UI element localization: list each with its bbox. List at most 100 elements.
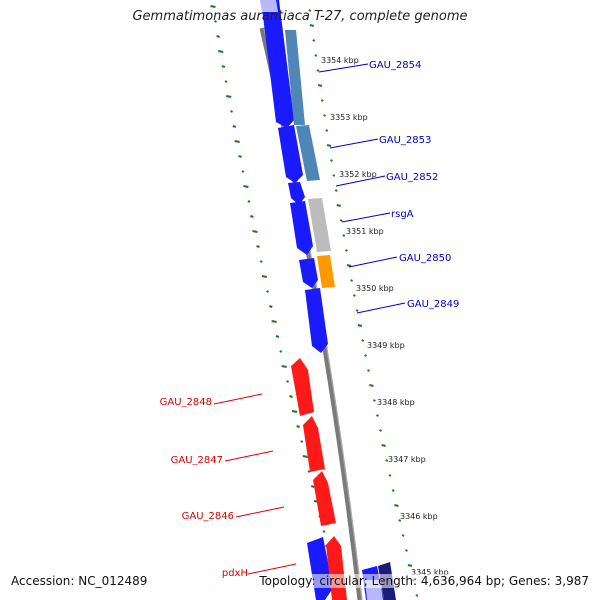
gc-dot-left: [232, 125, 237, 128]
scale-label: 3352 kbp: [339, 170, 377, 179]
gc-dot-left: [247, 200, 251, 203]
gc-dot-right: [372, 399, 376, 402]
gene-label-leader: [247, 563, 297, 575]
scale-label: 3351 kbp: [346, 227, 384, 236]
gc-dot-left: [307, 470, 311, 473]
scale-label: 3349 kbp: [367, 341, 405, 350]
gc-dot-right: [336, 204, 341, 207]
gc-dot-right: [394, 504, 399, 507]
gc-dot-right: [323, 114, 326, 117]
gc-dot-left: [261, 275, 268, 278]
gc-dot-right: [332, 174, 336, 177]
gc-dot-right: [339, 219, 343, 222]
gene-arrow-gau-2852[interactable]: [288, 182, 305, 205]
gc-dot-right: [367, 369, 370, 372]
gc-dot-left: [221, 65, 226, 68]
gc-dot-right: [346, 264, 352, 267]
scale-label: 3345 kbp: [411, 568, 449, 577]
gene-arrow-gau-2853[interactable]: [278, 125, 303, 183]
gene-label-leader: [213, 393, 263, 405]
gene-label-leader: [348, 256, 398, 268]
gc-dot-left: [266, 290, 270, 293]
gc-dot-left: [268, 305, 273, 308]
scale-label: 3353 kbp: [330, 113, 368, 122]
scale-labels: 3354 kbp 3353 kbp 3352 kbp 3351 kbp 3350 kbp…: [321, 56, 449, 577]
scale-label: 3348 kbp: [377, 398, 415, 407]
gene-label[interactable]: GAU_2848: [160, 397, 212, 408]
gc-dot-left: [210, 5, 216, 8]
gc-dot-right: [381, 444, 386, 447]
gene-label-leader: [341, 212, 391, 223]
gene-label-leader: [224, 450, 274, 462]
gc-dot-left: [224, 80, 228, 83]
gc-dot-left: [271, 320, 277, 323]
scale-label: 3350 kbp: [356, 284, 394, 293]
gc-dot-left: [250, 215, 254, 218]
gene-label[interactable]: GAU_2849: [407, 299, 459, 310]
scale-label: 3354 kbp: [321, 56, 359, 65]
gc-dot-left: [241, 170, 245, 173]
gc-dot-right: [398, 519, 402, 522]
gc-dot-left: [291, 410, 298, 413]
gc-dot-left: [281, 365, 287, 368]
gene-arrow-gau-2850[interactable]: [299, 258, 318, 288]
gc-dot-right: [329, 159, 333, 162]
feature-blocks: [260, 0, 383, 600]
gc-dot-right: [309, 24, 315, 27]
gc-content-track-right: [308, 9, 419, 597]
gc-dot-left: [218, 50, 224, 53]
gc-dot-right: [405, 549, 408, 552]
gene-label[interactable]: GAU_2850: [399, 253, 451, 264]
gc-dot-right: [407, 564, 413, 567]
gc-dot-left: [289, 395, 293, 398]
gc-dot-left: [310, 485, 315, 488]
gc-dot-right: [369, 384, 374, 387]
feature-steelblue-1: [285, 30, 305, 125]
gc-dot-left: [302, 455, 309, 458]
gene-label[interactable]: GAU_2846: [182, 511, 234, 522]
gc-dot-right: [375, 414, 379, 417]
gc-dot-right: [344, 249, 348, 252]
gene-label-leader: [329, 138, 379, 149]
gene-arrow-gau-2849[interactable]: [305, 288, 328, 353]
gc-dot-right: [320, 99, 324, 102]
gene-label[interactable]: GAU_2853: [379, 135, 431, 146]
gene-label-leader: [335, 175, 386, 187]
reverse-gene-labels: GAU_2848 GAU_2847 GAU_2846 pdxH: [160, 393, 297, 579]
gc-dot-right: [357, 324, 363, 327]
gc-dot-left: [252, 230, 258, 233]
gc-dot-left: [296, 425, 300, 428]
gc-dot-right: [415, 594, 419, 597]
gene-arrow-rsga[interactable]: [290, 201, 313, 255]
gc-dot-right: [312, 39, 316, 42]
gene-label[interactable]: GAU_2852: [386, 172, 438, 183]
gene-label[interactable]: rsgA: [391, 209, 414, 220]
gene-arrow-gau-2846[interactable]: [313, 471, 336, 526]
gene-label[interactable]: GAU_2854: [369, 60, 421, 71]
scale-label: 3347 kbp: [388, 455, 426, 464]
gc-dot-left: [243, 185, 249, 188]
gc-dot-right: [388, 474, 392, 477]
gene-arrow-gau-2848[interactable]: [291, 358, 314, 416]
gc-dot-right: [316, 69, 320, 72]
gc-dot-left: [259, 260, 263, 263]
gc-dot-left: [234, 140, 240, 143]
gc-dot-right: [334, 189, 338, 192]
accession-text: Accession: NC_012489: [9, 574, 150, 588]
gc-dot-left: [238, 155, 242, 158]
gc-dot-right: [364, 354, 368, 357]
gc-dot-left: [300, 440, 304, 443]
gene-arrow-gau-2854[interactable]: [261, 0, 294, 128]
gc-dot-right: [314, 54, 318, 57]
gene-arrow-gau-2847[interactable]: [303, 416, 325, 472]
gc-dot-left: [214, 20, 217, 23]
feature-gray: [308, 198, 331, 252]
gc-dot-right: [352, 294, 356, 297]
gc-dot-right: [326, 144, 332, 147]
gene-label[interactable]: GAU_2847: [171, 455, 223, 466]
gc-dot-left: [226, 95, 232, 98]
gc-dot-left: [322, 530, 326, 533]
gene-label[interactable]: pdxH: [222, 568, 248, 579]
gc-dot-left: [286, 380, 290, 383]
gc-dot-right: [361, 339, 365, 342]
